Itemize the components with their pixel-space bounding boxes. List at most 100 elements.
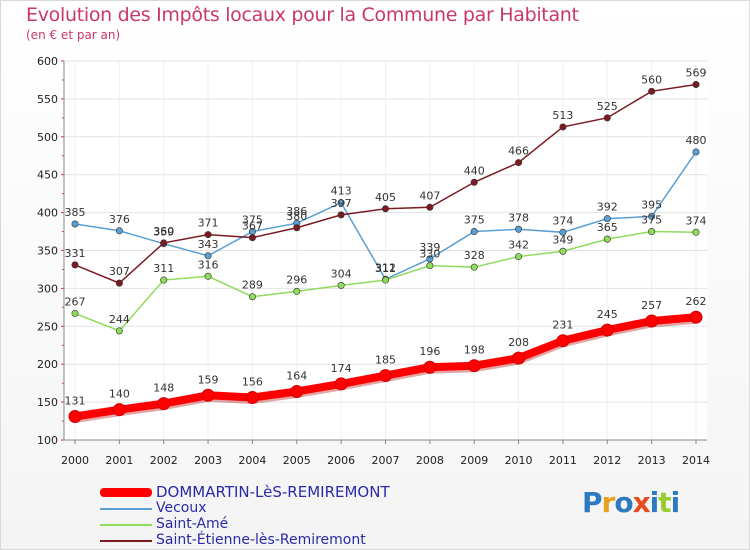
- data-label: 244: [109, 313, 130, 326]
- data-point: [692, 228, 700, 236]
- data-label: 328: [464, 249, 485, 262]
- y-tick-label: 300: [37, 282, 58, 295]
- x-tick-label: 2003: [194, 454, 222, 467]
- data-point: [600, 323, 614, 337]
- data-point: [290, 384, 304, 398]
- data-label: 513: [552, 109, 573, 122]
- data-label: 307: [109, 265, 130, 278]
- data-point: [556, 334, 570, 348]
- data-label: 440: [464, 164, 485, 177]
- data-label: 375: [641, 214, 662, 227]
- data-point: [248, 293, 256, 301]
- data-label: 392: [597, 201, 618, 214]
- data-point: [426, 262, 434, 270]
- data-label: 378: [508, 211, 529, 224]
- data-label: 380: [286, 210, 307, 223]
- data-point: [426, 255, 434, 263]
- chart-title: Evolution des Impôts locaux pour la Comm…: [26, 4, 579, 26]
- data-point: [648, 228, 656, 236]
- data-label: 560: [641, 73, 662, 86]
- data-label: 367: [242, 220, 263, 233]
- data-label: 267: [65, 295, 86, 308]
- data-point: [689, 310, 703, 324]
- x-tick-label: 2001: [105, 454, 133, 467]
- data-point: [470, 263, 478, 271]
- data-label: 405: [375, 191, 396, 204]
- data-label: 311: [375, 262, 396, 275]
- y-tick-label: 500: [37, 131, 58, 144]
- data-point: [112, 403, 126, 417]
- logo-letter: o: [614, 486, 633, 519]
- data-label: 148: [153, 382, 174, 395]
- data-point: [381, 276, 389, 284]
- data-point: [603, 114, 611, 122]
- x-tick-label: 2007: [372, 454, 400, 467]
- data-point: [515, 159, 523, 167]
- x-tick-label: 2010: [505, 454, 533, 467]
- data-point: [204, 231, 212, 239]
- data-label: 339: [419, 241, 440, 254]
- data-point: [515, 253, 523, 261]
- chart-subtitle: (en € et par an): [26, 28, 121, 42]
- data-label: 198: [464, 344, 485, 357]
- data-label: 385: [65, 206, 86, 219]
- data-point: [692, 148, 700, 156]
- data-label: 374: [552, 214, 573, 227]
- data-label: 371: [198, 217, 219, 230]
- data-point: [337, 281, 345, 289]
- logo-letter: i: [670, 486, 681, 519]
- x-tick-label: 2005: [283, 454, 311, 467]
- data-point: [379, 369, 392, 383]
- data-point: [204, 252, 212, 260]
- data-point: [204, 272, 212, 280]
- y-tick-label: 250: [37, 320, 58, 333]
- data-label: 331: [65, 247, 86, 260]
- data-label: 208: [508, 336, 529, 349]
- y-tick-label: 550: [37, 93, 58, 106]
- data-label: 131: [65, 395, 86, 408]
- data-point: [293, 224, 301, 232]
- data-label: 174: [331, 362, 352, 375]
- data-label: 245: [597, 308, 618, 321]
- series-0: 131 140 148 159 156 164 174 185 196 198 208 231 245 2…: [65, 295, 707, 424]
- data-label: 359: [153, 226, 174, 239]
- data-label: 375: [464, 214, 485, 227]
- data-label: 407: [419, 189, 440, 202]
- data-point: [692, 80, 700, 88]
- data-point: [157, 397, 171, 411]
- data-point: [334, 377, 348, 391]
- data-point: [201, 388, 215, 402]
- data-point: [71, 309, 79, 317]
- data-label: 330: [419, 248, 440, 261]
- data-point: [648, 212, 656, 220]
- y-tick-label: 350: [37, 245, 58, 258]
- logo-letter: t: [658, 486, 671, 519]
- logo-letter: i: [649, 486, 660, 519]
- y-tick-label: 100: [37, 434, 58, 447]
- data-label: 343: [198, 238, 219, 251]
- data-label: 525: [597, 100, 618, 113]
- data-point: [559, 228, 567, 236]
- data-label: 316: [198, 258, 219, 271]
- data-label: 413: [331, 185, 352, 198]
- data-label: 262: [686, 295, 707, 308]
- data-label: 480: [686, 134, 707, 147]
- data-label: 159: [198, 373, 219, 386]
- x-tick-label: 2002: [150, 454, 178, 467]
- data-point: [603, 235, 611, 243]
- data-point: [648, 87, 656, 95]
- data-point: [467, 359, 481, 373]
- data-label: 196: [419, 345, 440, 358]
- data-label: 164: [286, 369, 307, 382]
- data-point: [337, 199, 345, 207]
- data-point: [423, 360, 437, 374]
- data-point: [603, 215, 611, 223]
- data-point: [115, 227, 123, 235]
- data-label: 386: [286, 205, 307, 218]
- x-tick-label: 2000: [61, 454, 89, 467]
- data-label: 376: [109, 213, 130, 226]
- data-label: 257: [641, 299, 662, 312]
- data-label: 231: [552, 319, 573, 332]
- data-label: 374: [686, 214, 707, 227]
- x-tick-label: 2008: [416, 454, 444, 467]
